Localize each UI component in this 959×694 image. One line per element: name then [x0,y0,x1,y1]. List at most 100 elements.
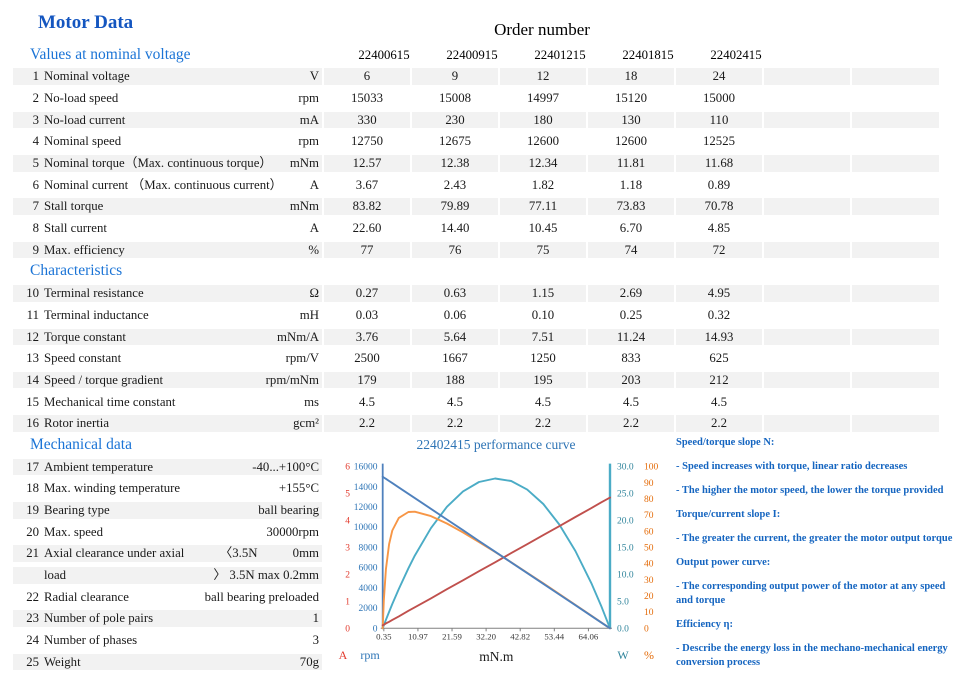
cell-value: 72 [676,241,762,259]
row-label: Torque constant [44,329,126,344]
row-label-cell: 5 Nominal torque（Max. continuous torque） m… [13,155,322,172]
cell-value: 1667 [442,351,468,366]
cell-empty [852,111,939,129]
row-number: 10 [26,286,39,301]
section-title: Values at nominal voltage [30,45,191,63]
efficiency-tick-label: 60 [644,527,654,537]
power-tick-label: 30.0 [617,463,634,473]
cell-empty [764,198,850,215]
table-row: 15 Mechanical time constant ms 4.5 4.5 4.5 4.5… [13,391,938,413]
row-label-cell: 16 Rotor inertia gcm² [13,415,322,432]
power-tick-label: 0.0 [617,624,629,634]
row-unit: mNm/A [277,329,319,344]
efficiency-tick-label: 0 [644,624,649,634]
row-label: Stall current [44,221,107,236]
column-header: 22401215 [534,47,586,62]
cell-value: 9 [412,68,498,85]
row-unit: ms [304,394,319,409]
table-row: 10 Terminal resistance Ω 0.27 0.63 1.15 2.69 4.… [13,283,939,305]
cell-empty [852,90,939,107]
speed-tick-label: 10000 [354,523,378,533]
chart-title: 22402415 performance curve [416,437,576,452]
cell-value: 5.64 [412,328,498,346]
annotation-heading: Efficiency η: [676,619,733,630]
row-unit: rpm/V [285,351,319,366]
table-row: 19 Bearing type ball bearing [13,499,938,521]
cell-empty [852,394,939,411]
row-value: 3 [312,633,319,648]
cell-empty [764,371,850,389]
table-row: 4 Nominal speed rpm 12750 12675 12600 12600 125… [13,131,938,153]
row-number: 2 [32,90,39,105]
cell-value: 24 [676,68,762,85]
row-label: Radial clearance [44,589,129,604]
cell-value: 4.95 [676,285,762,302]
cell-value: 77 [324,241,410,259]
cell-value: 77.11 [500,198,586,215]
row-number: 6 [32,177,39,192]
row-label: No-load current [44,112,126,127]
row-label: Max. efficiency [44,242,125,257]
cell-value: 330 [324,111,410,129]
cell-value: 4.5 [359,394,375,409]
table-row: 23 Number of pole pairs 1 [13,608,938,630]
cell-value: 15008 [439,90,471,105]
current-tick-label: 1 [345,597,350,607]
annotation-bullet: - The greater the current, the greater t… [676,533,953,544]
row-label: Weight [44,654,81,669]
page-title: Motor Data [38,12,134,33]
cell-value: 1250 [530,351,556,366]
cell-value: 12.34 [500,155,586,172]
row-value: 30000rpm [266,524,319,539]
row-unit: gcm² [293,416,319,431]
table-row: 22 Radial clearance ball bearing preloaded [13,586,938,608]
speed-tick-label: 8000 [359,543,378,553]
cell-value: 4.85 [707,221,731,236]
speed-tick-label: 14000 [354,483,378,493]
cell-value: 833 [621,351,641,366]
row-unit: rpm [298,134,319,149]
cell-empty [852,155,939,172]
section-header-row: Values at nominal voltage 22400615 2240091… [13,44,938,66]
power-tick-label: 15.0 [617,543,634,553]
power-tick-label: 5.0 [617,597,629,607]
table-row: 16 Rotor inertia gcm² 2.2 2.2 2.2 2.2 2.2 [13,413,939,435]
column-header: 22400915 [446,47,498,62]
row-label-cell: 2 No-load speed rpm [13,90,322,107]
row-number: 7 [32,199,39,214]
annotation-bullet: - Speed increases with torque, linear ra… [676,461,908,472]
cell-value: 74 [588,241,674,259]
current-tick-label: 2 [345,570,350,580]
table-row: 1 Nominal voltage V 6 9 12 18 24 [13,66,939,88]
column-header: 22400615 [358,47,410,62]
efficiency-tick-label: 50 [644,543,654,553]
row-label-cell: 8 Stall current A [13,220,322,237]
cell-value: 179 [324,371,410,389]
row-label: Terminal resistance [44,286,144,301]
row-value: -40...+100°C [252,459,319,474]
annotation-bullet: - The higher the motor speed, the lower … [676,485,944,496]
cell-empty [852,371,939,389]
efficiency-tick-label: 20 [644,592,654,602]
efficiency-tick-label: 70 [644,511,654,521]
cell-value: 22.60 [352,221,382,236]
cell-value: 2500 [354,351,380,366]
table-row: 6 Nominal current （Max. continuous curren… [13,174,938,196]
cell-value: 110 [676,111,762,129]
row-label-cell: 4 Nominal speed rpm [13,133,322,150]
table-row: 25 Weight 70g [13,651,938,673]
cell-value: 11.24 [588,328,674,346]
cell-value: 14.93 [676,328,762,346]
cell-value: 79.89 [412,198,498,215]
cell-value: 3.76 [324,328,410,346]
row-unit: V [309,69,319,84]
efficiency-tick-label: 10 [644,608,654,618]
speed-axis-unit-label: rpm [360,648,380,662]
cell-empty [764,220,850,237]
row-value: ball bearing [258,503,319,518]
section-header-row: Mechanical data [13,434,938,456]
cell-empty [764,155,850,172]
cell-value: 12675 [439,134,471,149]
cell-empty [852,198,939,215]
